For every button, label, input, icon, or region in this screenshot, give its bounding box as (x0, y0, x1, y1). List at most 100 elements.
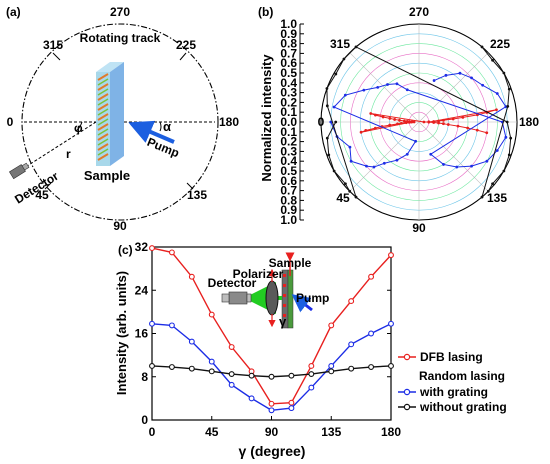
polar-radial-axis: 1.00.90.80.70.60.50.40.30.20.10.00.10.20… (280, 17, 304, 227)
polar-point (325, 87, 329, 90)
polar-point (506, 104, 510, 108)
series-point (348, 365, 355, 372)
inset-pump-arrow (291, 294, 313, 313)
series-point (348, 341, 355, 348)
inset-polarizer (265, 280, 279, 316)
polar-point (414, 139, 417, 143)
series-point (308, 384, 315, 391)
panel-c: (c) 0 8 16 24 32 0 45 90 135 180 Intensity (arb. … (114, 240, 507, 459)
series-point (388, 252, 394, 259)
polar-point (432, 79, 436, 82)
polar-tick-label: 0.6 (280, 56, 297, 70)
angle-315: 315 (43, 38, 63, 52)
polar-tick-label: 0.4 (280, 154, 297, 168)
line-chart-axes: 0 8 16 24 32 0 45 90 135 180 (135, 240, 402, 439)
polar-point (344, 182, 347, 186)
angle-45: 45 (35, 188, 49, 202)
series-point (168, 322, 175, 329)
legend-without-grating: without grating (419, 400, 507, 414)
polar-point (507, 153, 511, 157)
polar-point (369, 112, 373, 115)
legend-marker-without (403, 403, 411, 411)
angle-0: 0 (7, 115, 14, 129)
polar-point (372, 165, 376, 169)
polar-tick-label: 0.9 (280, 27, 297, 41)
polar-point (502, 169, 506, 173)
angle-135: 135 (187, 188, 207, 202)
polar-angle-315: 315 (330, 37, 350, 51)
polar-tick-label: 0.8 (280, 37, 297, 51)
polar-point (354, 45, 358, 49)
panel-b: (b) 1.00.90.80.70.60.50.40.30.20.10.00.1… (258, 5, 539, 235)
series-line (151, 323, 392, 411)
angle-225: 225 (176, 38, 196, 52)
polar-point (327, 153, 331, 157)
polar-point (470, 164, 473, 168)
x-tick-label: 180 (381, 425, 401, 439)
polar-point (398, 118, 401, 122)
polar-point (495, 149, 499, 152)
polar-point (466, 126, 470, 130)
panel-b-label: (b) (258, 5, 273, 19)
polar-angle-45: 45 (336, 191, 350, 205)
polar-point (374, 113, 377, 117)
series-point (328, 322, 335, 329)
polar-point (480, 195, 484, 199)
polar-ylabel: Normalized intensity (259, 54, 274, 182)
series-point (228, 344, 235, 350)
series-point (208, 368, 215, 375)
polar-data (325, 45, 513, 199)
series-point (388, 362, 394, 369)
polar-point (480, 45, 484, 49)
polar-point (429, 152, 433, 156)
polar-tick-label: 0.2 (280, 95, 297, 109)
detector-line (23, 121, 97, 169)
inset-detector-icon (221, 291, 252, 305)
polar-point (334, 120, 338, 124)
series-point (348, 298, 355, 305)
polar-tick-label: 0.9 (280, 203, 297, 217)
polar-point (402, 119, 406, 123)
polar-point (504, 135, 508, 139)
y-tick-label: 16 (135, 327, 149, 341)
polar-point (444, 73, 448, 77)
polar-point (505, 120, 509, 124)
y-tick-label: 24 (135, 283, 149, 297)
inset-sample-label: Sample (269, 256, 312, 270)
inset-gamma-label: γ (279, 314, 287, 329)
series-point (368, 330, 375, 337)
polar-point (442, 122, 445, 126)
series-point (288, 372, 295, 379)
polar-point (395, 82, 399, 86)
polar-tick-label: 0.3 (280, 86, 297, 100)
polar-point (495, 92, 499, 95)
polar-angle-270: 270 (409, 5, 429, 19)
series-point (308, 362, 315, 369)
polar-point (349, 159, 353, 163)
polar-point (382, 161, 386, 165)
polar-point (381, 115, 385, 119)
polar-point (442, 163, 445, 166)
polar-point (373, 126, 377, 130)
legend-with-grating: with grating (419, 385, 488, 399)
polar-point (422, 120, 426, 124)
polar-series-line (326, 46, 512, 199)
polar-tick-label: 0.4 (280, 76, 297, 90)
polar-point (446, 123, 450, 126)
polar-point (491, 58, 494, 62)
polar-point (491, 182, 494, 186)
polar-tick-label: 0.8 (280, 193, 297, 207)
series-point (248, 372, 255, 379)
polar-point (388, 123, 392, 127)
x-tick-label: 0 (149, 425, 156, 439)
polar-tick-label: 0.3 (280, 144, 297, 158)
series-point (268, 373, 275, 380)
polar-point (329, 120, 333, 124)
phi-label: φ (74, 121, 83, 135)
polar-tick-label: 0.2 (280, 135, 297, 149)
x-tick-label: 45 (205, 425, 219, 439)
inset-polarizer-label: Polarizer (233, 267, 284, 281)
series-point (288, 399, 295, 406)
series-point (208, 358, 215, 365)
angle-270: 270 (110, 5, 130, 19)
